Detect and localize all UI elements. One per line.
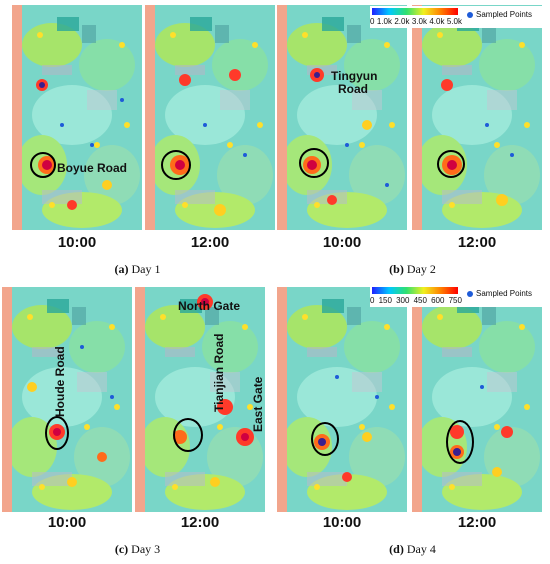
legend-sampled-points: Sampled Points [467,10,532,19]
heatmap-day2-1000 [277,5,407,230]
label-tianjian-road: Tianjian Road [212,333,226,412]
time-label: 10:00 [322,514,362,531]
heatmap-day3-1000 [2,287,132,512]
time-label: 12:00 [180,514,220,531]
time-label: 10:00 [57,234,97,251]
highlight-ring [299,148,329,178]
heatmap-day3-1200 [135,287,265,512]
panel-day4: 0 150 300 450 600 750 Sampled Points 10:00 12… [275,282,550,564]
highlight-ring [437,150,465,178]
heatmap-day1-1200 [145,5,275,230]
sampled-point-icon [467,290,473,297]
heatmap-day1-1000 [12,5,142,230]
highlight-ring [45,416,69,450]
colorbar [372,8,458,15]
panel-day3: Houde Road North Gate Tianjian Road East… [0,282,275,564]
highlight-ring [161,150,191,180]
colorbar-ticks: 0 150 300 450 600 750 [370,296,462,305]
colorbar-ticks: 0 1.0k 2.0k 3.0k 4.0k 5.0k [370,17,462,26]
time-label: 12:00 [457,514,497,531]
caption-day1: (a) Day 1 [114,262,161,276]
time-label: 12:00 [457,234,497,251]
highlight-ring [173,418,203,452]
panel-day2: 0 1.0k 2.0k 3.0k 4.0k 5.0k Sampled Points Tin… [275,0,550,282]
time-label: 10:00 [47,514,87,531]
highlight-ring [311,422,339,456]
caption-day3: (c) Day 3 [114,542,161,556]
caption-day4: (d) Day 4 [389,542,436,556]
legend-day2: 0 1.0k 2.0k 3.0k 4.0k 5.0k Sampled Points [370,6,548,28]
legend-sampled-points: Sampled Points [467,289,532,298]
highlight-ring [446,420,474,464]
legend-day4: 0 150 300 450 600 750 Sampled Points [370,285,548,307]
panel-day1: Boyue Road 10:00 12:00 (a) Day 1 [0,0,275,282]
label-east-gate: East Gate [251,376,265,432]
label-north-gate: North Gate [178,299,241,313]
colorbar [372,287,458,294]
label-houde-road: Houde Road [53,346,67,417]
sampled-point-icon [467,11,473,18]
heatmap-day4-1000 [277,287,407,512]
label-boyue-road: Boyue Road [57,161,128,175]
label-tingyun-road: Tingyun Road [331,69,378,96]
caption-day2: (b) Day 2 [389,262,436,276]
time-label: 12:00 [190,234,230,251]
heatmap-day4-1200 [412,287,542,512]
heatmap-day2-1200 [412,5,542,230]
time-label: 10:00 [322,234,362,251]
highlight-ring [30,152,56,178]
